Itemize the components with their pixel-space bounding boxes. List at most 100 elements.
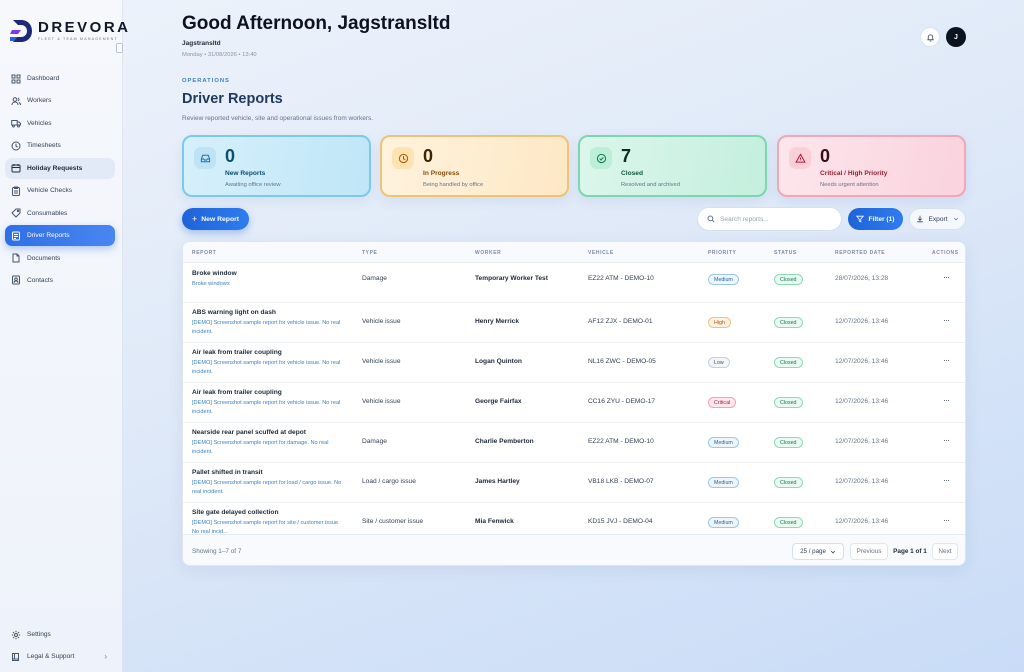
clipboard-icon <box>11 186 21 196</box>
gear-icon <box>11 630 21 640</box>
table-row[interactable]: Broke window Broke windows Damage Tempor… <box>183 263 965 303</box>
column-header-status[interactable]: STATUS <box>774 250 797 256</box>
stat-subtext: Awaiting office review <box>225 182 281 188</box>
greeting-heading: Good Afternoon, Jagstransltd <box>182 13 451 34</box>
stat-value: 0 <box>423 146 434 166</box>
sidebar: DREVORA FLEET & TEAM MANAGEMENT Dashboar… <box>0 0 128 672</box>
sidebar-item-holiday-requests[interactable]: Holiday Requests <box>5 157 115 179</box>
report-title[interactable]: Pallet shifted in transit <box>192 469 263 476</box>
column-header-type[interactable]: TYPE <box>362 250 378 256</box>
download-icon <box>917 215 924 223</box>
report-title[interactable]: ABS warning light on dash <box>192 309 276 316</box>
previous-page-button[interactable]: Previous <box>850 543 888 560</box>
sidebar-item-driver-reports[interactable]: Driver Reports <box>5 225 115 247</box>
table-row[interactable]: Air leak from trailer coupling [DEMO] Sc… <box>183 383 965 423</box>
report-worker: Temporary Worker Test <box>475 275 548 282</box>
sidebar-item-workers[interactable]: Workers <box>5 90 115 111</box>
table-row[interactable]: Site gate delayed collection [DEMO] Scre… <box>183 503 965 543</box>
sidebar-collapse-button[interactable] <box>116 43 123 53</box>
row-actions-icon[interactable]: ··· <box>943 435 950 445</box>
column-header-actions: ACTIONS <box>932 250 959 256</box>
report-description: [DEMO] Screenshot sample report for load… <box>192 480 342 495</box>
table-row[interactable]: Nearside rear panel scuffed at depot [DE… <box>183 423 965 463</box>
brand-logo[interactable]: DREVORA FLEET & TEAM MANAGEMENT <box>10 18 131 44</box>
column-header-vehicle[interactable]: VEHICLE <box>588 250 614 256</box>
priority-badge: Medium <box>708 477 739 488</box>
sidebar-item-documents[interactable]: Documents <box>5 248 115 269</box>
stat-card-new-reports[interactable]: 0 New Reports Awaiting office review <box>182 135 371 197</box>
clock-icon <box>392 147 414 169</box>
grid-icon <box>11 74 21 84</box>
page-size-value: 25 / page <box>800 548 826 555</box>
contacts-icon <box>11 275 21 285</box>
stat-card-in-progress[interactable]: 0 In Progress Being handled by office <box>380 135 569 197</box>
tag-icon <box>11 208 21 218</box>
sidebar-item-label: Documents <box>27 254 61 262</box>
filter-button[interactable]: Filter (1) <box>848 208 903 230</box>
report-title[interactable]: Air leak from trailer coupling <box>192 349 282 356</box>
filter-label: Filter (1) <box>868 215 895 223</box>
stat-label: New Reports <box>225 170 266 177</box>
stat-label: Critical / High Priority <box>820 170 888 177</box>
column-header-reported-date[interactable]: REPORTED DATE <box>835 250 886 256</box>
sidebar-item-vehicles[interactable]: Vehicles <box>5 113 115 134</box>
search-box[interactable] <box>697 207 842 231</box>
sidebar-nav: Dashboard Workers Vehicles Timesheets Ho… <box>5 68 115 292</box>
report-vehicle: EZ22 ATM - DEMO-10 <box>588 275 654 282</box>
stat-card-critical-high[interactable]: 0 Critical / High Priority Needs urgent … <box>777 135 966 197</box>
next-page-button[interactable]: Next <box>932 543 958 560</box>
report-vehicle: KD15 JVJ - DEMO-04 <box>588 518 653 525</box>
section-label: OPERATIONS <box>182 78 230 84</box>
table-row[interactable]: ABS warning light on dash [DEMO] Screens… <box>183 303 965 343</box>
export-label: Export <box>928 215 948 223</box>
clock-icon <box>11 141 21 151</box>
column-header-report[interactable]: REPORT <box>192 250 217 256</box>
sidebar-item-label: Vehicles <box>27 119 52 127</box>
truck-icon <box>11 118 21 128</box>
report-worker: Charlie Pemberton <box>475 438 534 445</box>
report-title[interactable]: Air leak from trailer coupling <box>192 389 282 396</box>
row-actions-icon[interactable]: ··· <box>943 272 950 282</box>
report-title[interactable]: Broke window <box>192 270 237 277</box>
new-report-button[interactable]: + New Report <box>182 208 249 230</box>
column-header-priority[interactable]: PRIORITY <box>708 250 737 256</box>
stat-value: 0 <box>820 146 831 166</box>
page-title: Driver Reports <box>182 91 283 107</box>
sidebar-item-contacts[interactable]: Contacts <box>5 270 115 291</box>
table-row[interactable]: Air leak from trailer coupling [DEMO] Sc… <box>183 343 965 383</box>
sidebar-item-legal-support[interactable]: Legal & Support › <box>5 646 115 667</box>
table-row[interactable]: Pallet shifted in transit [DEMO] Screens… <box>183 463 965 503</box>
sidebar-item-settings[interactable]: Settings <box>5 624 115 645</box>
users-icon <box>11 96 21 106</box>
notifications-button[interactable] <box>920 27 940 47</box>
report-title[interactable]: Nearside rear panel scuffed at depot <box>192 429 306 436</box>
column-header-worker[interactable]: WORKER <box>475 250 502 256</box>
report-description: [DEMO] Screenshot sample report for vehi… <box>192 320 341 335</box>
stat-subtext: Resolved and archived <box>621 182 680 188</box>
row-actions-icon[interactable]: ··· <box>943 315 950 325</box>
sidebar-item-consumables[interactable]: Consumables <box>5 203 115 224</box>
sidebar-item-vehicle-checks[interactable]: Vehicle Checks <box>5 180 115 201</box>
row-actions-icon[interactable]: ··· <box>943 475 950 485</box>
report-type: Vehicle issue <box>362 318 401 325</box>
report-description: Broke windows <box>192 281 230 287</box>
row-actions-icon[interactable]: ··· <box>943 515 950 525</box>
stat-card-closed[interactable]: 7 Closed Resolved and archived <box>578 135 767 197</box>
sidebar-item-label: Contacts <box>27 276 54 284</box>
status-badge: Closed <box>774 477 803 488</box>
row-actions-icon[interactable]: ··· <box>943 395 950 405</box>
row-actions-icon[interactable]: ··· <box>943 355 950 365</box>
search-input[interactable] <box>720 215 830 223</box>
table-footer: Showing 1–7 of 7 25 / page Previous Page… <box>183 534 965 565</box>
report-worker: Henry Merrick <box>475 318 519 325</box>
export-button[interactable]: Export <box>909 208 966 230</box>
report-title[interactable]: Site gate delayed collection <box>192 509 279 516</box>
page-size-select[interactable]: 25 / page <box>792 543 844 560</box>
sidebar-item-timesheets[interactable]: Timesheets <box>5 135 115 156</box>
sidebar-item-dashboard[interactable]: Dashboard <box>5 68 115 89</box>
user-avatar[interactable]: J <box>946 27 966 47</box>
chevron-down-icon <box>830 550 835 553</box>
new-report-label: New Report <box>201 215 240 223</box>
logo-icon <box>10 20 32 42</box>
brand-tagline: FLEET & TEAM MANAGEMENT <box>38 37 118 41</box>
